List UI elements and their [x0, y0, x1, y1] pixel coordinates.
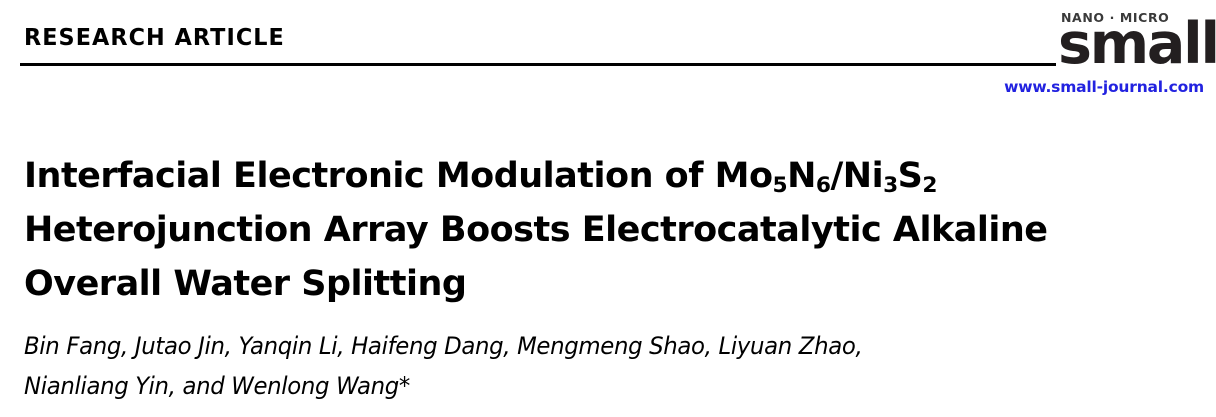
page-header: RESEARCH ARTICLE NANO · MICRO small www.… [0, 0, 1216, 100]
author-line-1: Bin Fang, Jutao Jin, Yanqin Li, Haifeng … [24, 332, 863, 360]
title-line-1-ni: /Ni [830, 156, 884, 197]
journal-logo-wordmark: small [1058, 11, 1216, 77]
subscript-2: 2 [922, 173, 937, 199]
title-line-1-text: Interfacial Electronic Modulation of Mo [24, 156, 773, 197]
subscript-5: 5 [772, 173, 788, 199]
title-line-3: Overall Water Splitting [24, 264, 467, 305]
author-line-2: Nianliang Yin, and Wenlong Wang* [24, 372, 411, 400]
author-list: Bin Fang, Jutao Jin, Yanqin Li, Haifeng … [24, 326, 1031, 406]
journal-website-url[interactable]: www.small-journal.com [1004, 78, 1204, 96]
page-title: Interfacial Electronic Modulation of Mo5… [24, 149, 1084, 311]
header-divider-rule [20, 63, 1056, 66]
subscript-3: 3 [883, 173, 898, 199]
title-line-1: Interfacial Electronic Modulation of Mo5… [24, 149, 1084, 203]
title-line-1-n: N [787, 156, 816, 197]
subscript-6: 6 [815, 173, 831, 199]
journal-logo-kicker: NANO · MICRO [1061, 10, 1170, 25]
journal-logo: NANO · MICRO small [1058, 4, 1216, 73]
article-type-label: RESEARCH ARTICLE [24, 25, 285, 51]
title-line-1-s: S [897, 156, 923, 197]
title-line-2: Heterojunction Array Boosts Electrocatal… [24, 210, 1048, 251]
